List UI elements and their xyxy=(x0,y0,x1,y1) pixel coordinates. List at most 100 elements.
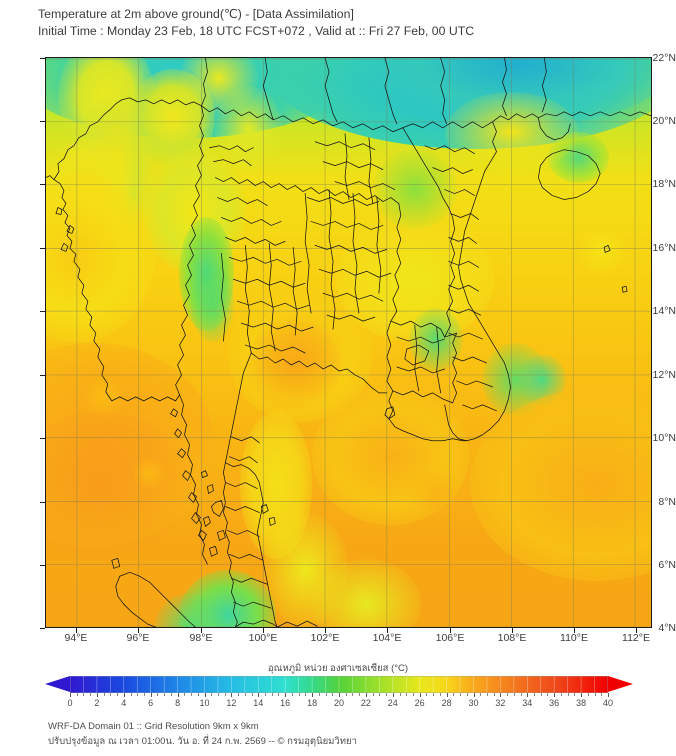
colorbar-tick-label: 18 xyxy=(307,698,318,708)
title-line-1: Temperature at 2m above ground(℃) - [Dat… xyxy=(38,7,354,21)
graticule-grid xyxy=(46,58,651,627)
x-tick-mark xyxy=(263,628,264,633)
colorbar-tick xyxy=(238,693,240,696)
colorbar-tick xyxy=(399,693,401,696)
colorbar-tick xyxy=(103,693,105,696)
y-tick-12n: 12°N xyxy=(652,369,676,381)
x-tick-mark xyxy=(636,628,637,633)
colorbar-tick xyxy=(271,693,273,696)
colorbar-under-arrow xyxy=(45,676,70,692)
colorbar-tick xyxy=(534,693,536,696)
colorbar-tick xyxy=(96,693,98,697)
colorbar-tick-label: 14 xyxy=(253,698,264,708)
colorbar-tick xyxy=(372,693,374,696)
colorbar-over-arrow xyxy=(608,676,633,692)
colorbar-tick xyxy=(164,693,166,696)
x-tick-mark xyxy=(512,628,513,633)
colorbar-tick xyxy=(581,693,583,697)
x-tick-mark xyxy=(574,628,575,633)
y-tick-mark xyxy=(40,438,45,439)
colorbar-tick-label: 8 xyxy=(175,698,181,708)
y-tick-mark xyxy=(40,375,45,376)
y-tick-mark xyxy=(40,58,45,59)
colorbar-tick xyxy=(406,693,408,696)
colorbar-tick xyxy=(76,693,78,696)
y-tick-mark xyxy=(40,121,45,122)
colorbar-tick xyxy=(480,693,482,696)
colorbar-tick xyxy=(554,693,556,697)
colorbar-tick-label: 34 xyxy=(522,698,533,708)
colorbar-tick xyxy=(473,693,475,697)
title-line-2: Initial Time : Monday 23 Feb, 18 UTC FCS… xyxy=(38,24,475,38)
y-tick-mark xyxy=(40,248,45,249)
colorbar-tick-label: 0 xyxy=(67,698,73,708)
colorbar-tick xyxy=(291,693,293,696)
colorbar-tick xyxy=(567,693,569,696)
footer-line-1: WRF-DA Domain 01 :: Grid Resolution 9km … xyxy=(48,721,259,732)
colorbar-tick xyxy=(265,693,267,696)
colorbar-tick xyxy=(594,693,596,696)
colorbar-tick xyxy=(305,693,307,696)
colorbar-tick-label: 28 xyxy=(441,698,452,708)
x-tick-mark xyxy=(325,628,326,633)
colorbar-tick xyxy=(527,693,529,697)
colorbar-tick xyxy=(486,693,488,696)
colorbar-tick xyxy=(493,693,495,696)
colorbar-tick xyxy=(601,693,603,696)
colorbar-tick xyxy=(426,693,428,696)
colorbar-tick xyxy=(318,693,320,696)
y-tick-16n: 16°N xyxy=(652,242,676,254)
x-tick-mark xyxy=(201,628,202,633)
colorbar-tick xyxy=(191,693,193,696)
y-tick-4n: 4°N xyxy=(658,622,676,634)
x-tick-96e: 96°E xyxy=(126,632,150,644)
y-tick-20n: 20°N xyxy=(652,115,676,127)
y-tick-10n: 10°N xyxy=(652,432,676,444)
colorbar-tick xyxy=(386,693,388,696)
colorbar-tick xyxy=(90,693,92,696)
x-tick-104e: 104°E xyxy=(372,632,402,644)
y-tick-8n: 8°N xyxy=(658,496,676,508)
colorbar-tick xyxy=(231,693,233,697)
colorbar-tick xyxy=(453,693,455,696)
colorbar-tick xyxy=(123,693,125,697)
colorbar-tick xyxy=(204,693,206,697)
colorbar-tick xyxy=(433,693,435,696)
y-tick-mark xyxy=(40,565,45,566)
x-tick-106e: 106°E xyxy=(435,632,465,644)
colorbar-tick-label: 10 xyxy=(199,698,210,708)
colorbar-tick xyxy=(379,693,381,696)
colorbar-tick-axis: 0 2 4 6 8 10 12 14 16 18 20 22 24 26 28 30 32 34 36 38 40 xyxy=(45,693,633,709)
colorbar-tick xyxy=(244,693,246,696)
colorbar-tick xyxy=(345,693,347,696)
colorbar-tick xyxy=(258,693,260,697)
colorbar-tick xyxy=(560,693,562,696)
colorbar-tick xyxy=(520,693,522,696)
colorbar-tick xyxy=(608,693,609,697)
y-tick-mark xyxy=(40,502,45,503)
colorbar-tick-label: 12 xyxy=(226,698,237,708)
temperature-field xyxy=(46,58,651,627)
colorbar-tick xyxy=(392,693,394,697)
colorbar-tick xyxy=(547,693,549,696)
x-tick-mark xyxy=(387,628,388,633)
colorbar-tick-label: 26 xyxy=(414,698,425,708)
colorbar-tick-label: 22 xyxy=(360,698,371,708)
colorbar-tick xyxy=(500,693,502,697)
temperature-map-plot xyxy=(45,57,652,628)
colorbar-tick xyxy=(177,693,179,697)
y-tick-6n: 6°N xyxy=(658,559,676,571)
colorbar-tick xyxy=(170,693,172,696)
colorbar-tick xyxy=(359,693,361,696)
x-tick-100e: 100°E xyxy=(248,632,278,644)
footer-line-2: ปรับปรุงข้อมูล ณ เวลา 01:00น. วัน อ. ที่… xyxy=(48,736,357,747)
colorbar-tick xyxy=(150,693,152,697)
colorbar-tick xyxy=(157,693,159,696)
y-tick-mark xyxy=(40,311,45,312)
colorbar-tick xyxy=(211,693,213,696)
colorbar-tick-label: 40 xyxy=(602,698,614,708)
colorbar-tick xyxy=(446,693,448,697)
colorbar-tick xyxy=(130,693,132,696)
colorbar-tick-label: 16 xyxy=(280,698,291,708)
colorbar-tick xyxy=(184,693,186,696)
